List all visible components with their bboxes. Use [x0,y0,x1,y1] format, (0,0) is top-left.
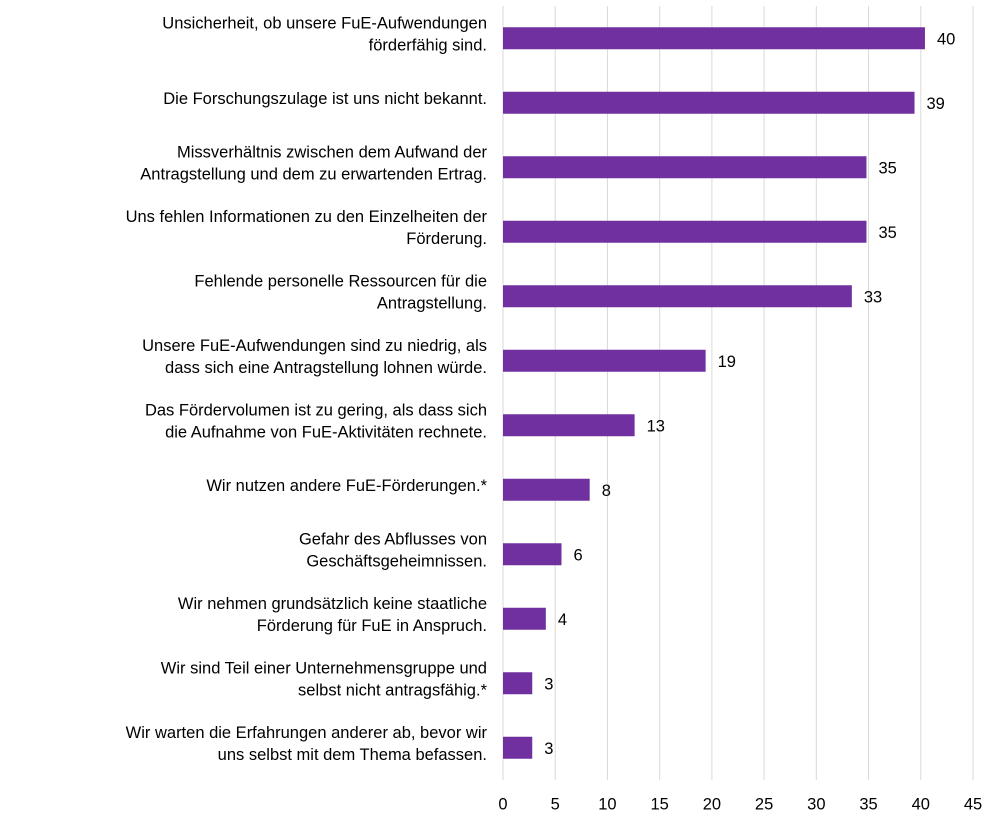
x-tick-label: 40 [912,795,930,813]
x-tick-label: 15 [650,795,668,813]
x-tick-label: 25 [755,795,773,813]
bar [503,220,867,243]
value-label: 8 [602,482,611,500]
category-label: Wir warten die Erfahrungen anderer ab, b… [126,724,488,764]
bar [503,543,562,566]
value-label: 3 [544,676,553,694]
category-label: Die Forschungszulage ist uns nicht bekan… [163,90,487,108]
x-tick-label: 45 [964,795,982,813]
category-label: Wir nutzen andere FuE-Förderungen.* [206,477,487,495]
value-label: 13 [647,418,665,436]
category-label: Uns fehlen Informationen zu den Einzelhe… [126,208,488,248]
x-tick-label: 5 [551,795,560,813]
bar [503,607,546,630]
category-label: Wir nehmen grundsätzlich keine staatlich… [178,595,487,635]
value-label: 3 [544,740,553,758]
bar [503,27,925,50]
category-label: Unsicherheit, ob unsere FuE-Aufwendungen… [162,15,487,55]
category-label: Gefahr des Abflusses von Geschäftsgeheimn… [299,531,487,571]
value-label: 4 [558,611,567,629]
x-tick-label: 35 [859,795,877,813]
category-label: Missverhältnis zwischen dem Aufwand der A… [140,144,487,184]
bar [503,285,852,308]
x-tick-label: 20 [703,795,721,813]
value-label: 40 [937,31,955,49]
value-label: 39 [927,95,945,113]
value-label: 33 [864,289,882,307]
bar [503,672,533,695]
x-tick-label: 0 [498,795,507,813]
category-label: Fehlende personelle Ressourcen für die An… [194,273,487,313]
category-label: Unsere FuE-Aufwendungen sind zu niedrig,… [142,337,487,377]
value-label: 35 [878,224,896,242]
bar [503,349,706,372]
bar [503,91,915,114]
bar [503,478,590,501]
x-tick-label: 10 [598,795,616,813]
value-label: 6 [573,547,582,565]
value-label: 35 [878,160,896,178]
category-label: Wir sind Teil einer Unternehmensgruppe u… [161,660,488,700]
value-label: 19 [718,353,736,371]
category-label: Das Fördervolumen ist zu gering, als das… [145,402,487,442]
bar [503,156,867,179]
x-tick-label: 30 [807,795,825,813]
bar [503,736,533,759]
bar [503,414,635,437]
